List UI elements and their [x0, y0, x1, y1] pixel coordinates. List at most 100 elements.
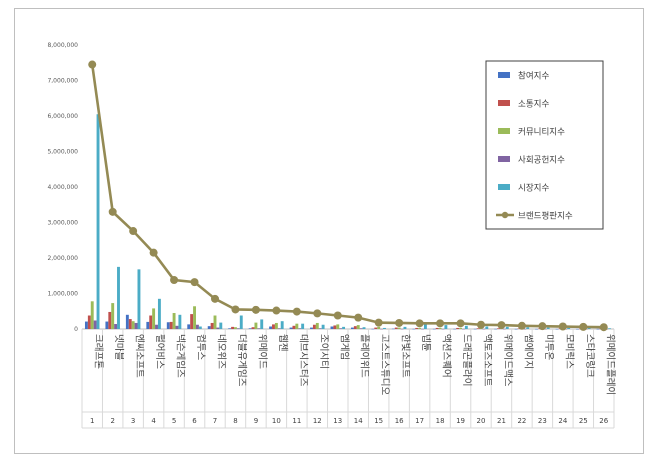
- category-label: 액션스퀘어: [441, 334, 453, 378]
- bar-2: [292, 325, 296, 329]
- bar-1: [473, 328, 477, 330]
- bar-2: [456, 327, 460, 329]
- legend-label: 참여지수: [518, 71, 549, 82]
- rank-number: 21: [497, 417, 506, 425]
- bar-5: [219, 322, 223, 329]
- bar-3: [336, 324, 340, 329]
- bar-5: [301, 323, 305, 329]
- line-point: [170, 276, 179, 285]
- rank-number: 11: [292, 417, 301, 425]
- line-point: [477, 320, 485, 329]
- bar-4: [318, 328, 322, 329]
- y-tick-label: 0: [74, 326, 78, 333]
- line-point: [497, 321, 506, 330]
- rank-number: 20: [477, 417, 486, 425]
- y-tick-label: 8,000,000: [47, 42, 78, 49]
- rank-number: 3: [131, 417, 135, 425]
- line-point: [313, 309, 322, 318]
- bar-4: [93, 320, 97, 329]
- bar-5: [117, 266, 120, 329]
- line-point: [558, 322, 567, 331]
- bar-2: [108, 311, 112, 329]
- line-point: [251, 305, 260, 314]
- rank-number: 16: [395, 417, 404, 425]
- bar-1: [576, 328, 579, 330]
- bar-3: [213, 315, 217, 329]
- bar-5: [444, 325, 448, 329]
- bar-1: [596, 328, 600, 330]
- bar-4: [339, 328, 343, 329]
- line-point: [231, 305, 240, 314]
- bar-1: [207, 326, 211, 329]
- line-point: [517, 321, 526, 330]
- bar-5: [260, 319, 264, 329]
- category-label: 스타코링크: [584, 334, 596, 378]
- category-label: 고스트스튜디오: [379, 334, 390, 395]
- bar-4: [359, 328, 363, 329]
- bar-5: [383, 327, 386, 329]
- bar-2: [312, 324, 316, 329]
- bar-1: [289, 327, 293, 329]
- bar-2: [128, 319, 132, 329]
- bar-2: [210, 322, 214, 329]
- rank-number: 4: [151, 417, 156, 425]
- bar-3: [459, 327, 462, 329]
- bar-5: [485, 326, 489, 329]
- rank-number: 9: [254, 417, 258, 425]
- bar-4: [421, 328, 424, 330]
- y-tick-label: 1,000,000: [47, 291, 78, 298]
- bar-1: [371, 328, 375, 330]
- category-label: 컴투스: [195, 334, 207, 360]
- bar-3: [131, 321, 135, 329]
- bar-4: [400, 328, 404, 330]
- bar-3: [254, 322, 258, 329]
- bar-4: [461, 328, 465, 330]
- category-label: 액토즈소프트: [482, 334, 494, 387]
- y-tick-label: 3,000,000: [47, 220, 78, 227]
- bar-3: [152, 308, 156, 329]
- bar-2: [333, 325, 337, 329]
- bar-1: [310, 327, 313, 329]
- bar-2: [394, 327, 398, 329]
- legend-swatch: [498, 72, 510, 78]
- category-label: 넵튠: [420, 334, 431, 352]
- bar-5: [157, 298, 161, 329]
- bar-2: [272, 324, 275, 329]
- bar-4: [155, 324, 158, 329]
- rank-number: 5: [172, 417, 176, 425]
- rank-number: 26: [599, 417, 608, 425]
- rank-number: 6: [192, 417, 197, 425]
- bar-2: [251, 327, 255, 329]
- legend-label: 브랜드평판지수: [518, 211, 573, 222]
- category-label: 펄어비스: [154, 334, 166, 369]
- bar-4: [195, 324, 199, 329]
- legend-label: 사회공헌지수: [518, 156, 565, 166]
- bar-4: [216, 327, 220, 329]
- bar-4: [523, 328, 527, 330]
- bar-3: [356, 325, 360, 329]
- legend-swatch: [498, 128, 510, 134]
- rank-number: 8: [233, 417, 237, 425]
- bar-2: [415, 327, 419, 329]
- bar-5: [137, 269, 141, 329]
- bar-5: [280, 321, 284, 329]
- bar-1: [248, 328, 252, 329]
- bar-4: [441, 328, 445, 330]
- bar-1: [330, 326, 334, 329]
- bar-3: [234, 327, 237, 329]
- line-point: [395, 318, 404, 327]
- category-label: 더블유게임즈: [236, 334, 248, 387]
- bar-4: [380, 328, 384, 330]
- bar-5: [567, 327, 571, 329]
- line-point: [272, 306, 281, 315]
- category-label: 플레이위드: [359, 334, 371, 378]
- rank-number: 14: [354, 417, 363, 425]
- line-point: [599, 323, 608, 332]
- bar-2: [497, 328, 501, 329]
- bar-1: [391, 328, 395, 330]
- legend-label: 소통지수: [518, 100, 549, 110]
- category-label: 조이시티: [318, 334, 329, 369]
- category-label: 엠게임: [338, 334, 350, 360]
- line-point: [374, 318, 383, 327]
